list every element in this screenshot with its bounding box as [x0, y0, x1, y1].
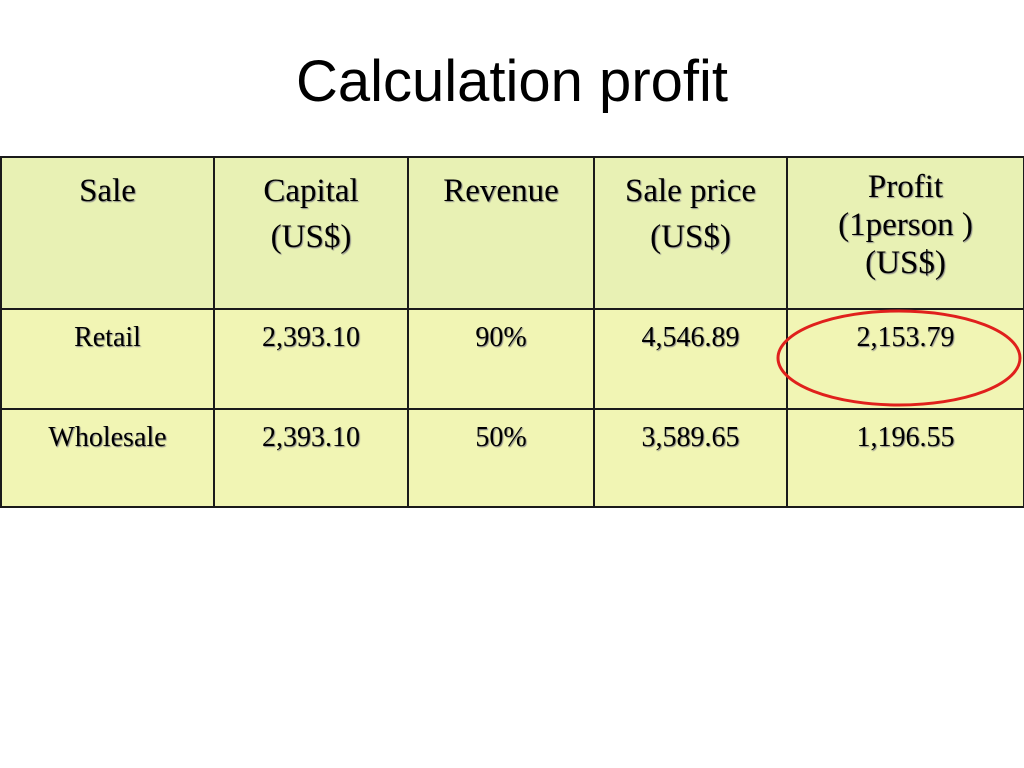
table-row-retail: Retail 2,393.10 90% 4,546.89 2,153.79	[0, 308, 1024, 410]
header-sale-label: Sale	[79, 173, 136, 209]
header-capital-label: Capital	[263, 173, 359, 209]
cell-revenue-text: 50%	[475, 422, 527, 453]
cell-sale: Retail	[0, 308, 215, 410]
cell-sale-price: 3,589.65	[593, 408, 788, 508]
cell-revenue-text: 90%	[475, 322, 527, 353]
cell-capital: 2,393.10	[213, 308, 409, 410]
cell-profit-text: 1,196.55	[856, 422, 955, 453]
header-profit-unit: (US$)	[865, 245, 946, 281]
cell-profit: 1,196.55	[786, 408, 1024, 508]
cell-revenue: 90%	[407, 308, 595, 410]
cell-revenue: 50%	[407, 408, 595, 508]
header-sale-price-unit: (US$)	[650, 219, 731, 255]
cell-capital-text: 2,393.10	[262, 422, 360, 453]
header-profit-qualifier: (1person )	[838, 207, 973, 243]
cell-profit-text: 2,153.79	[856, 322, 955, 353]
header-cell-profit: Profit (1person ) (US$)	[786, 156, 1024, 310]
header-cell-revenue: Revenue	[407, 156, 595, 310]
cell-sale: Wholesale	[0, 408, 215, 508]
header-cell-sale-price: Sale price (US$)	[593, 156, 788, 310]
header-cell-sale: Sale	[0, 156, 215, 310]
header-revenue-label: Revenue	[443, 173, 559, 209]
header-sale-price-label: Sale price	[624, 173, 757, 209]
header-profit-label: Profit	[867, 169, 944, 205]
cell-capital-text: 2,393.10	[262, 322, 360, 353]
header-cell-capital: Capital (US$)	[213, 156, 409, 310]
cell-sale-text: Wholesale	[48, 422, 167, 453]
table-row-wholesale: Wholesale 2,393.10 50% 3,589.65 1,196.55	[0, 408, 1024, 508]
table-header-row: Sale Capital (US$) Revenue Sale price (U…	[0, 156, 1024, 310]
cell-profit: 2,153.79	[786, 308, 1024, 410]
cell-sale-price: 4,546.89	[593, 308, 788, 410]
cell-sale-price-text: 3,589.65	[641, 422, 740, 453]
header-capital-unit: (US$)	[270, 219, 352, 255]
slide-title: Calculation profit	[296, 49, 728, 114]
cell-capital: 2,393.10	[213, 408, 409, 508]
profit-table: Sale Capital (US$) Revenue Sale price (U…	[0, 156, 1024, 508]
cell-sale-price-text: 4,546.89	[641, 322, 740, 353]
cell-sale-text: Retail	[74, 322, 141, 353]
